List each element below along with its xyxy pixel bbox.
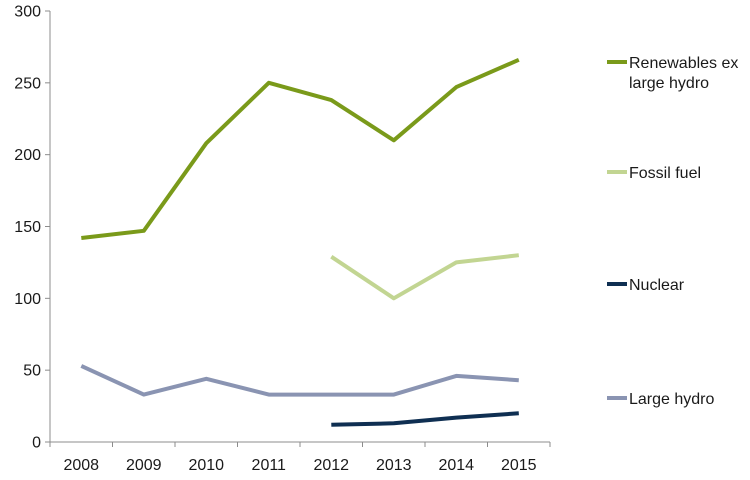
legend-label: Renewables ex xyxy=(629,55,738,72)
legend-label: large hydro xyxy=(629,75,709,92)
y-tick-label: 50 xyxy=(23,363,41,380)
x-tick-label: 2012 xyxy=(313,457,349,474)
series-line-1 xyxy=(81,57,520,240)
legend-label: Large hydro xyxy=(629,391,714,408)
x-tick-label: 2008 xyxy=(63,457,99,474)
series-line-2 xyxy=(330,253,520,301)
y-tick-label: 250 xyxy=(14,75,41,92)
y-tick-label: 100 xyxy=(14,291,41,308)
legend-label: Nuclear xyxy=(629,277,685,294)
series-line-4 xyxy=(80,364,519,397)
y-tick-label: 0 xyxy=(32,435,41,452)
y-tick-label: 300 xyxy=(14,4,41,21)
legend-item: Large hydro xyxy=(607,391,714,408)
legend-label: Fossil fuel xyxy=(629,165,701,182)
y-tick-label: 150 xyxy=(14,219,41,236)
x-tick-label: 2011 xyxy=(252,457,287,474)
x-tick-label: 2009 xyxy=(126,457,162,474)
x-tick-label: 2014 xyxy=(438,457,474,474)
legend-item: Nuclear xyxy=(607,277,685,294)
legend-item: Renewables ex large hydro xyxy=(607,55,738,92)
chart-legend: Renewables ex large hydro Fossil fuel Nucle… xyxy=(607,55,738,408)
x-tick-label: 2013 xyxy=(376,457,412,474)
legend-item: Fossil fuel xyxy=(607,165,701,182)
chart-series xyxy=(80,57,520,427)
y-axis-ticks: 0 50 100 150 200 250 300 xyxy=(14,4,50,452)
x-tick-label: 2010 xyxy=(188,457,224,474)
x-axis-ticks: 2008 2009 2010 2011 2012 2013 2014 2015 xyxy=(49,442,551,474)
x-tick-label: 2015 xyxy=(501,457,537,474)
series-line-3 xyxy=(331,411,519,427)
y-tick-label: 200 xyxy=(14,147,41,164)
